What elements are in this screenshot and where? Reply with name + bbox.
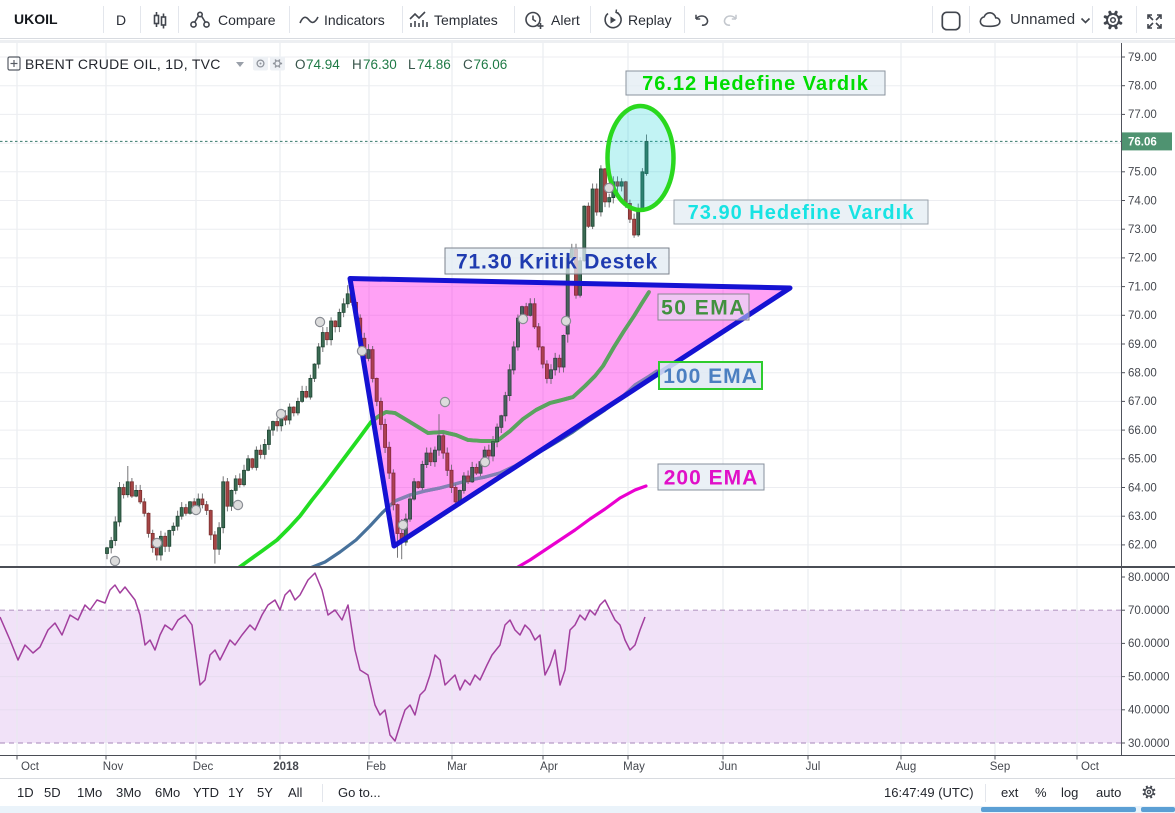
svg-text:64.00: 64.00 [1128, 482, 1157, 494]
svg-text:BRENT CRUDE OIL, 1D, TVC: BRENT CRUDE OIL, 1D, TVC [25, 56, 221, 72]
svg-text:May: May [623, 761, 645, 773]
svg-text:Sep: Sep [990, 761, 1010, 773]
svg-text:O: O [295, 57, 306, 72]
svg-text:200 EMA: 200 EMA [664, 467, 759, 490]
svg-text:79.00: 79.00 [1128, 52, 1157, 64]
svg-text:H: H [352, 57, 362, 72]
svg-text:Jun: Jun [719, 761, 738, 773]
svg-text:L: L [408, 57, 416, 72]
svg-text:69.00: 69.00 [1128, 339, 1157, 351]
svg-text:72.00: 72.00 [1128, 253, 1157, 265]
svg-text:67.00: 67.00 [1128, 396, 1157, 408]
svg-text:Aug: Aug [896, 761, 916, 773]
svg-text:30.0000: 30.0000 [1128, 738, 1170, 750]
svg-text:40.0000: 40.0000 [1128, 705, 1170, 717]
svg-text:62.00: 62.00 [1128, 540, 1157, 552]
svg-text:80.0000: 80.0000 [1128, 572, 1170, 584]
svg-text:Mar: Mar [447, 761, 467, 773]
svg-text:75.00: 75.00 [1128, 167, 1157, 179]
svg-text:Jul: Jul [806, 761, 821, 773]
svg-text:70.00: 70.00 [1128, 310, 1157, 322]
svg-text:50 EMA: 50 EMA [661, 297, 746, 320]
svg-text:73.90 Hedefine Vardık: 73.90 Hedefine Vardık [688, 202, 915, 224]
svg-text:C: C [463, 57, 473, 72]
svg-text:63.00: 63.00 [1128, 511, 1157, 523]
svg-text:50.0000: 50.0000 [1128, 671, 1170, 683]
svg-text:2018: 2018 [273, 761, 299, 773]
svg-text:Nov: Nov [103, 761, 124, 773]
svg-text:77.00: 77.00 [1128, 109, 1157, 121]
svg-text:76.12 Hedefine Vardık: 76.12 Hedefine Vardık [642, 73, 869, 95]
svg-text:76.06: 76.06 [1128, 136, 1157, 148]
svg-text:Feb: Feb [366, 761, 386, 773]
svg-text:71.30 Kritik Destek: 71.30 Kritik Destek [456, 251, 658, 274]
svg-text:74.94: 74.94 [306, 57, 340, 72]
svg-text:71.00: 71.00 [1128, 281, 1157, 293]
svg-text:70.0000: 70.0000 [1128, 605, 1170, 617]
svg-text:Apr: Apr [540, 761, 558, 773]
svg-text:Oct: Oct [1081, 761, 1100, 773]
svg-text:66.00: 66.00 [1128, 425, 1157, 437]
svg-text:76.06: 76.06 [474, 57, 508, 72]
svg-text:76.30: 76.30 [363, 57, 397, 72]
svg-text:Oct: Oct [21, 761, 40, 773]
svg-text:100 EMA: 100 EMA [663, 365, 758, 388]
svg-text:74.00: 74.00 [1128, 195, 1157, 207]
svg-text:78.00: 78.00 [1128, 81, 1157, 93]
svg-text:60.0000: 60.0000 [1128, 638, 1170, 650]
svg-text:Dec: Dec [193, 761, 214, 773]
svg-text:68.00: 68.00 [1128, 368, 1157, 380]
svg-text:65.00: 65.00 [1128, 454, 1157, 466]
svg-text:73.00: 73.00 [1128, 224, 1157, 236]
svg-text:74.86: 74.86 [417, 57, 451, 72]
